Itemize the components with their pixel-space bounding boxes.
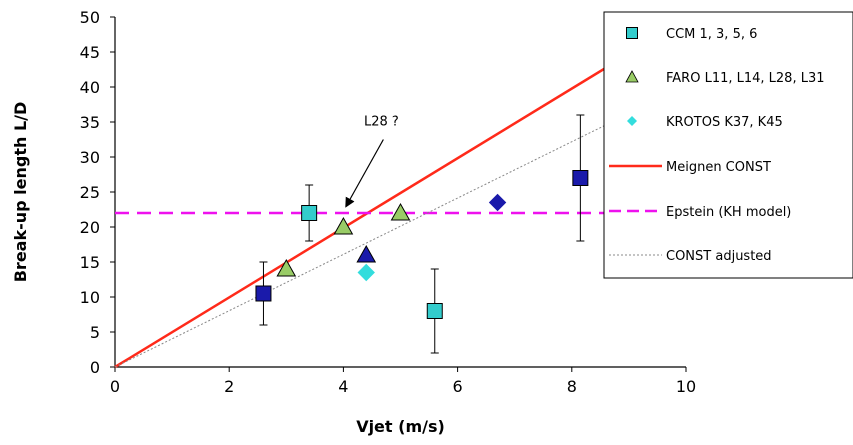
y-tick-label: 25	[80, 183, 100, 202]
legend-swatch	[627, 116, 637, 126]
x-tick-label: 2	[224, 377, 234, 396]
y-tick-label: 20	[80, 218, 100, 237]
y-tick-label: 5	[90, 323, 100, 342]
data-point	[276, 258, 297, 277]
x-tick-label: 6	[453, 377, 463, 396]
series-line	[114, 120, 615, 368]
data-point	[357, 263, 375, 282]
data-point	[333, 216, 354, 235]
annotations: L28 ?	[345, 115, 399, 208]
data-point	[390, 202, 411, 221]
x-axis-title: Vjet (m/s)	[356, 417, 445, 436]
data-point	[255, 285, 272, 302]
legend-label: Meignen CONST	[666, 160, 771, 175]
annotation-label: L28 ?	[364, 115, 399, 130]
data-point	[488, 193, 507, 212]
legend-swatch	[625, 70, 639, 83]
x-tick-label: 0	[110, 377, 120, 396]
y-tick-label: 35	[80, 113, 100, 132]
axes: 0 2 4 6 8 10 0 5 10 15 20 25 30 35 40 45 50	[80, 8, 697, 396]
y-tick-label: 30	[80, 148, 100, 167]
y-tick-label: 0	[90, 358, 100, 377]
y-tick-label: 40	[80, 78, 100, 97]
series-line	[114, 61, 616, 369]
legend-label: FARO L11, L14, L28, L31	[666, 71, 825, 86]
legend-label: Epstein (KH model)	[666, 205, 791, 220]
data-point	[426, 303, 443, 319]
y-tick-label: 45	[80, 43, 100, 62]
y-tick-label: 50	[80, 8, 100, 27]
y-axis-title: Break-up length L/D	[11, 102, 30, 283]
y-tick-label: 10	[80, 288, 100, 307]
legend-box	[603, 11, 853, 279]
legend-label: KROTOS K37, K45	[666, 115, 783, 130]
data-points	[255, 114, 589, 354]
legend-label: CONST adjusted	[666, 249, 772, 264]
x-tick-label: 4	[338, 377, 348, 396]
y-tick-label: 15	[80, 253, 100, 272]
data-point	[572, 170, 589, 186]
legend-label: CCM 1, 3, 5, 6	[666, 27, 757, 42]
x-tick-label: 8	[567, 377, 577, 396]
x-tick-label: 10	[676, 377, 696, 396]
data-point	[301, 205, 318, 221]
series-lines	[114, 61, 686, 369]
data-point	[356, 244, 377, 263]
legend: CCM 1, 3, 5, 6 FARO L11, L14, L28, L31 KRO…	[603, 11, 853, 279]
legend-swatch	[626, 27, 638, 39]
annotation-arrow	[345, 139, 384, 208]
